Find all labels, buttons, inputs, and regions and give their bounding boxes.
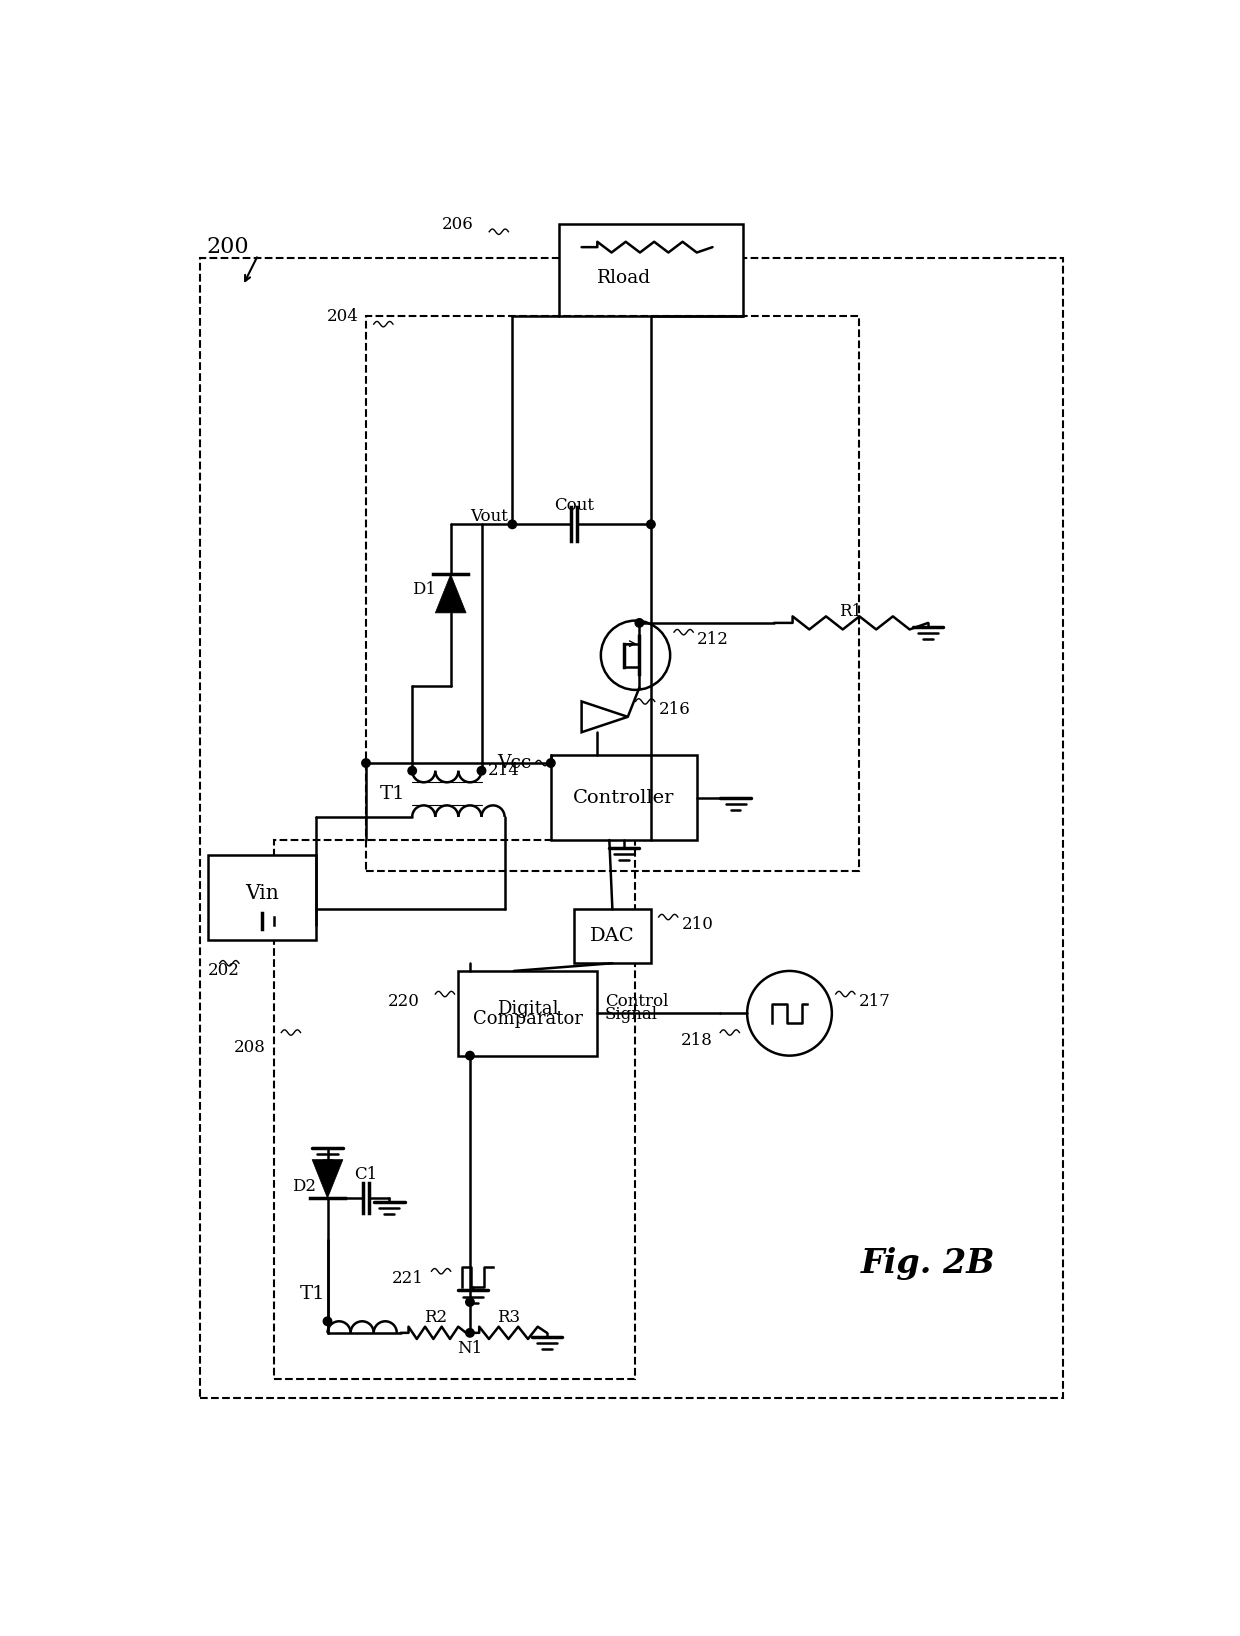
Circle shape bbox=[547, 759, 556, 767]
Circle shape bbox=[508, 520, 517, 528]
Text: Vcc: Vcc bbox=[497, 754, 532, 772]
Circle shape bbox=[466, 1297, 474, 1306]
Text: T1: T1 bbox=[381, 785, 405, 803]
Text: Cout: Cout bbox=[554, 497, 594, 514]
Bar bbox=[574, 910, 651, 964]
Circle shape bbox=[647, 520, 655, 528]
Text: Vout: Vout bbox=[470, 509, 508, 525]
Text: 217: 217 bbox=[859, 993, 890, 1011]
Text: Controller: Controller bbox=[573, 789, 675, 807]
Bar bbox=[366, 316, 859, 870]
Text: 212: 212 bbox=[697, 631, 729, 648]
Text: R2: R2 bbox=[424, 1309, 446, 1325]
Text: R1: R1 bbox=[839, 602, 863, 620]
Text: D2: D2 bbox=[293, 1178, 316, 1194]
Text: 221: 221 bbox=[392, 1271, 424, 1288]
Text: 208: 208 bbox=[234, 1039, 265, 1057]
Text: C1: C1 bbox=[355, 1166, 378, 1183]
Bar bbox=[274, 839, 635, 1379]
Circle shape bbox=[477, 767, 486, 775]
Text: 214: 214 bbox=[489, 762, 520, 779]
Text: 210: 210 bbox=[682, 916, 713, 933]
Bar bbox=[558, 224, 743, 316]
Text: 202: 202 bbox=[208, 962, 241, 980]
Circle shape bbox=[466, 1052, 474, 1060]
Text: 220: 220 bbox=[388, 993, 420, 1011]
Text: R3: R3 bbox=[497, 1309, 520, 1325]
Text: T1: T1 bbox=[299, 1286, 325, 1304]
Text: 206: 206 bbox=[441, 216, 474, 232]
Bar bbox=[551, 756, 697, 839]
Text: Digital: Digital bbox=[497, 1001, 558, 1019]
Text: Comparator: Comparator bbox=[472, 1011, 583, 1029]
Circle shape bbox=[466, 1328, 474, 1337]
Circle shape bbox=[635, 618, 644, 627]
Text: 204: 204 bbox=[326, 308, 358, 326]
Bar bbox=[459, 970, 596, 1055]
Text: N1: N1 bbox=[458, 1340, 482, 1356]
Circle shape bbox=[408, 767, 417, 775]
Text: Rload: Rload bbox=[596, 268, 651, 286]
Text: DAC: DAC bbox=[590, 928, 635, 946]
Text: 200: 200 bbox=[206, 236, 249, 258]
Text: Control: Control bbox=[605, 993, 668, 1011]
Text: Signal: Signal bbox=[605, 1006, 657, 1024]
Circle shape bbox=[324, 1317, 332, 1325]
Text: 216: 216 bbox=[658, 700, 691, 718]
Polygon shape bbox=[312, 1160, 343, 1198]
Text: Vin: Vin bbox=[246, 885, 279, 903]
Text: 218: 218 bbox=[681, 1032, 713, 1049]
Text: Fig. 2B: Fig. 2B bbox=[861, 1247, 996, 1279]
Polygon shape bbox=[435, 574, 466, 614]
Bar bbox=[208, 856, 316, 941]
Circle shape bbox=[362, 759, 371, 767]
Text: D1: D1 bbox=[412, 581, 435, 599]
